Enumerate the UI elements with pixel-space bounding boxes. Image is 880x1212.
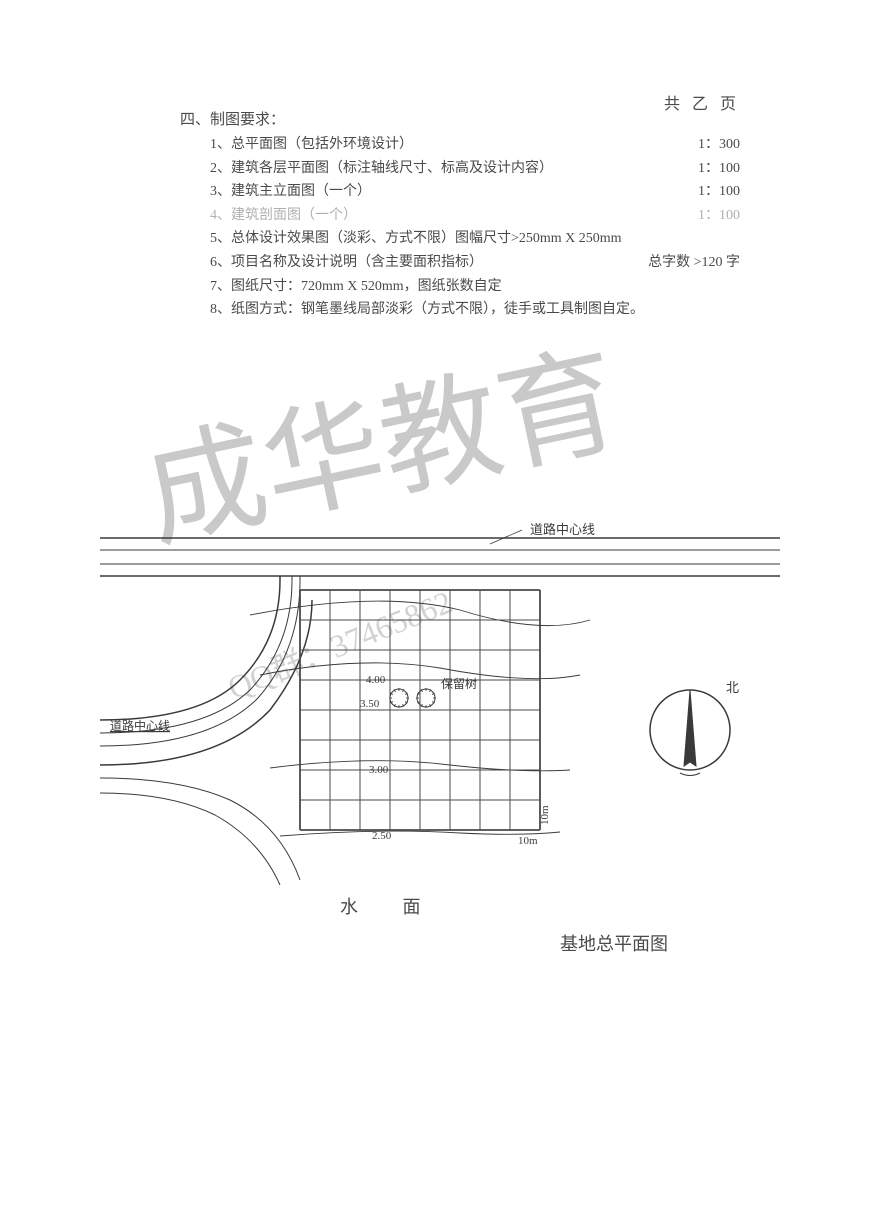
requirement-item: 6、项目名称及设计说明（含主要面积指标） 总字数 >120 字 (210, 253, 740, 273)
svg-text:10m: 10m (518, 835, 538, 847)
svg-text:道路中心线: 道路中心线 (530, 522, 595, 537)
svg-text:3.00: 3.00 (369, 764, 389, 776)
water-surface-label: 水 面 (340, 893, 441, 919)
svg-text:2.50: 2.50 (372, 830, 392, 842)
requirements-list: 1、总平面图（包括外环境设计） 1：300 2、建筑各层平面图（标注轴线尺寸、标高及… (210, 135, 740, 320)
section-title: 四、制图要求： (180, 108, 740, 129)
requirement-item: 4、建筑剖面图（一个） 1：100 (210, 206, 740, 226)
requirement-item: 8、纸图方式：钢笔墨线局部淡彩（方式不限），徒手或工具制图自定。 (210, 300, 740, 320)
requirement-text: 4、建筑剖面图（一个） (210, 206, 678, 226)
svg-text:10m: 10m (539, 805, 551, 825)
svg-text:4.00: 4.00 (366, 674, 386, 686)
requirement-text: 2、建筑各层平面图（标注轴线尺寸、标高及设计内容） (210, 159, 678, 179)
requirement-text: 6、项目名称及设计说明（含主要面积指标） (210, 253, 628, 273)
requirement-text: 1、总平面图（包括外环境设计） (210, 135, 678, 155)
requirement-scale: 1：300 (698, 135, 740, 155)
requirement-item: 2、建筑各层平面图（标注轴线尺寸、标高及设计内容） 1：100 (210, 159, 740, 179)
requirement-scale: 总字数 >120 字 (648, 253, 740, 273)
requirement-text: 5、总体设计效果图（淡彩、方式不限）图幅尺寸>250mm X 250mm (210, 229, 720, 249)
svg-text:北: 北 (726, 680, 739, 695)
requirement-text: 3、建筑主立面图（一个） (210, 182, 678, 202)
site-plan-diagram: 道路中心线道路中心线保留树4.003.503.002.5010m10m北 (100, 520, 780, 940)
requirement-text: 8、纸图方式：钢笔墨线局部淡彩（方式不限），徒手或工具制图自定。 (210, 300, 720, 320)
diagram-title: 基地总平面图 (560, 930, 668, 956)
requirement-text: 7、图纸尺寸：720mm X 520mm，图纸张数自定 (210, 277, 720, 297)
requirement-item: 3、建筑主立面图（一个） 1：100 (210, 182, 740, 202)
requirement-scale: 1：100 (698, 159, 740, 179)
svg-text:保留树: 保留树 (441, 676, 477, 691)
svg-text:道路中心线: 道路中心线 (110, 718, 170, 733)
requirement-item: 7、图纸尺寸：720mm X 520mm，图纸张数自定 (210, 277, 740, 297)
requirement-item: 1、总平面图（包括外环境设计） 1：300 (210, 135, 740, 155)
requirement-scale: 1：100 (698, 182, 740, 202)
requirement-scale: 1：100 (698, 206, 740, 226)
svg-text:3.50: 3.50 (360, 698, 380, 710)
requirements-section: 四、制图要求： 1、总平面图（包括外环境设计） 1：300 2、建筑各层平面图（标注… (180, 108, 740, 324)
site-plan-svg: 道路中心线道路中心线保留树4.003.503.002.5010m10m北 (100, 520, 780, 920)
requirement-item: 5、总体设计效果图（淡彩、方式不限）图幅尺寸>250mm X 250mm (210, 229, 740, 249)
